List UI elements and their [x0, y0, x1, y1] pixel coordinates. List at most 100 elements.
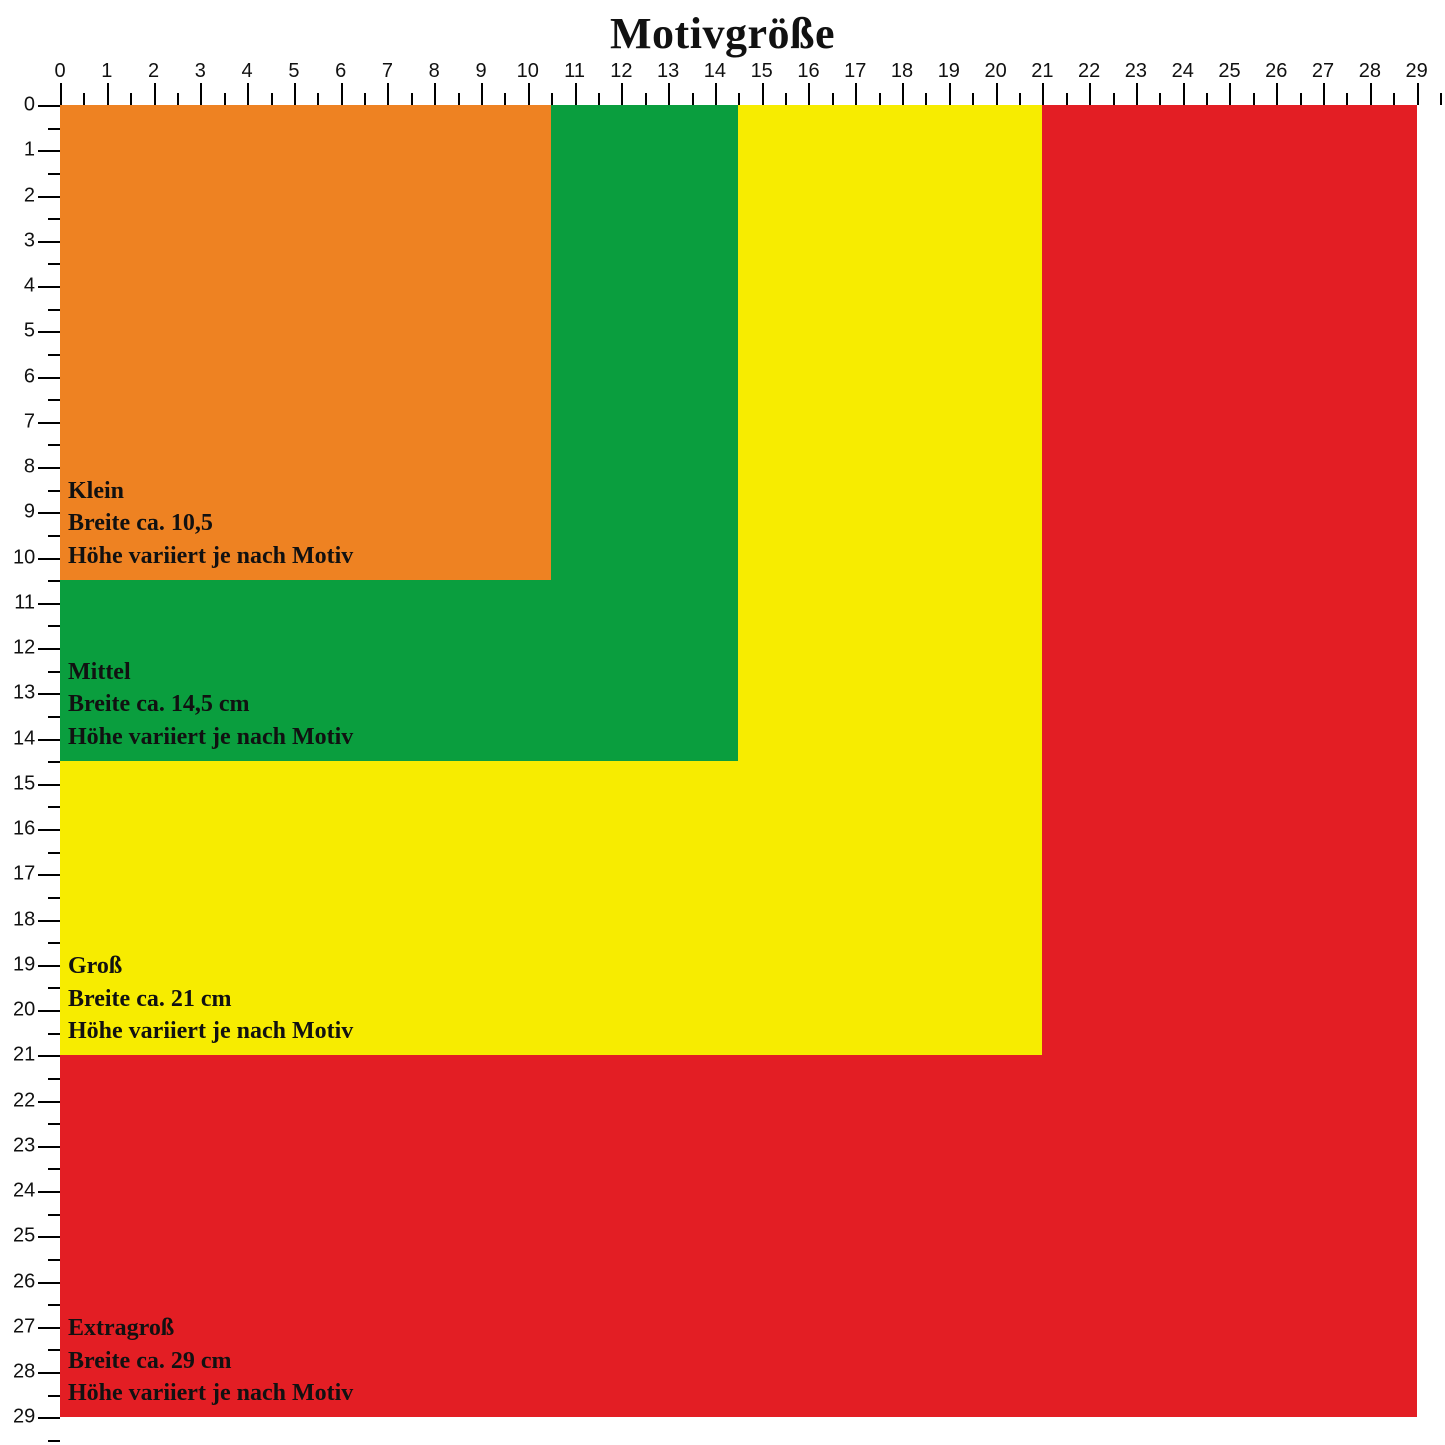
tick-top-label: 2 [148, 60, 159, 83]
tick-top [1440, 93, 1442, 105]
tick-top-label: 24 [1172, 60, 1194, 83]
tick-top-label: 16 [797, 60, 819, 83]
tick-left [48, 399, 60, 401]
tick-top [130, 93, 132, 105]
tick-top [341, 83, 343, 105]
tick-top-label: 8 [429, 60, 440, 83]
tick-top-label: 7 [382, 60, 393, 83]
tick-left [38, 1372, 60, 1374]
tick-top-label: 20 [984, 60, 1006, 83]
tick-left-label: 20 [13, 999, 35, 1022]
tick-left-label: 10 [13, 546, 35, 569]
ruler-horizontal: 0123456789101112131415161718192021222324… [60, 60, 1440, 105]
tick-left [38, 1191, 60, 1193]
tick-left [38, 920, 60, 922]
tick-left-label: 11 [13, 591, 35, 614]
tick-left [38, 422, 60, 424]
tick-top-label: 3 [195, 60, 206, 83]
tick-left [38, 196, 60, 198]
tick-left-label: 18 [13, 908, 35, 931]
tick-left [48, 1259, 60, 1261]
tick-left [38, 784, 60, 786]
tick-left [48, 128, 60, 130]
tick-left [48, 444, 60, 446]
tick-left-label: 6 [13, 365, 35, 388]
tick-top-label: 15 [751, 60, 773, 83]
tick-top [224, 93, 226, 105]
tick-left [48, 173, 60, 175]
tick-top [528, 83, 530, 105]
tick-left [38, 1236, 60, 1238]
tick-left-label: 4 [13, 275, 35, 298]
tick-top [551, 93, 553, 105]
tick-top [1417, 83, 1419, 105]
tick-top-label: 12 [610, 60, 632, 83]
tick-left [38, 1327, 60, 1329]
tick-top [855, 83, 857, 105]
tick-top-label: 27 [1312, 60, 1334, 83]
size-label-gross: GroßBreite ca. 21 cmHöhe variiert je nac… [68, 950, 353, 1047]
tick-top [1300, 93, 1302, 105]
tick-top [177, 93, 179, 105]
tick-top [668, 83, 670, 105]
tick-left [48, 1440, 60, 1442]
tick-top-label: 11 [564, 60, 585, 83]
tick-top [1393, 93, 1395, 105]
tick-left [38, 241, 60, 243]
tick-top [481, 83, 483, 105]
tick-left [38, 150, 60, 152]
tick-left-label: 28 [13, 1361, 35, 1384]
tick-top-label: 17 [844, 60, 866, 83]
tick-top [645, 93, 647, 105]
tick-left [38, 603, 60, 605]
tick-top-label: 4 [242, 60, 253, 83]
tick-top [1229, 83, 1231, 105]
tick-left [38, 286, 60, 288]
tick-top-label: 6 [335, 60, 346, 83]
tick-left [48, 1395, 60, 1397]
size-label-extragross: ExtragroßBreite ca. 29 cmHöhe variiert j… [68, 1312, 353, 1409]
tick-left [48, 1033, 60, 1035]
tick-top [387, 83, 389, 105]
tick-left [38, 377, 60, 379]
tick-top [294, 83, 296, 105]
tick-top [1206, 93, 1208, 105]
chart-area: ExtragroßBreite ca. 29 cmHöhe variiert j… [60, 105, 1440, 1440]
tick-top-label: 9 [475, 60, 486, 83]
tick-top [1042, 83, 1044, 105]
tick-top [1323, 83, 1325, 105]
tick-left [48, 218, 60, 220]
tick-top [972, 93, 974, 105]
tick-top [247, 83, 249, 105]
tick-left-label: 23 [13, 1134, 35, 1157]
tick-top [83, 93, 85, 105]
tick-left [48, 671, 60, 673]
tick-left [48, 806, 60, 808]
tick-left [38, 1146, 60, 1148]
tick-left [38, 1010, 60, 1012]
tick-left [38, 105, 60, 107]
tick-left-label: 21 [13, 1044, 35, 1067]
tick-top-label: 13 [657, 60, 679, 83]
tick-left-label: 15 [13, 772, 35, 795]
tick-left-label: 1 [13, 139, 35, 162]
tick-top [902, 83, 904, 105]
tick-top-label: 5 [288, 60, 299, 83]
tick-left [38, 693, 60, 695]
tick-top [879, 93, 881, 105]
tick-top [60, 83, 62, 105]
tick-top [832, 93, 834, 105]
tick-left-label: 22 [13, 1089, 35, 1112]
tick-left [38, 1101, 60, 1103]
tick-top [364, 93, 366, 105]
tick-left [48, 535, 60, 537]
tick-top-label: 21 [1031, 60, 1053, 83]
tick-left-label: 25 [13, 1225, 35, 1248]
tick-left-label: 16 [13, 818, 35, 841]
tick-top-label: 1 [101, 60, 112, 83]
tick-top [1346, 93, 1348, 105]
tick-left [38, 965, 60, 967]
tick-left [48, 1123, 60, 1125]
tick-left [38, 512, 60, 514]
tick-left [38, 829, 60, 831]
